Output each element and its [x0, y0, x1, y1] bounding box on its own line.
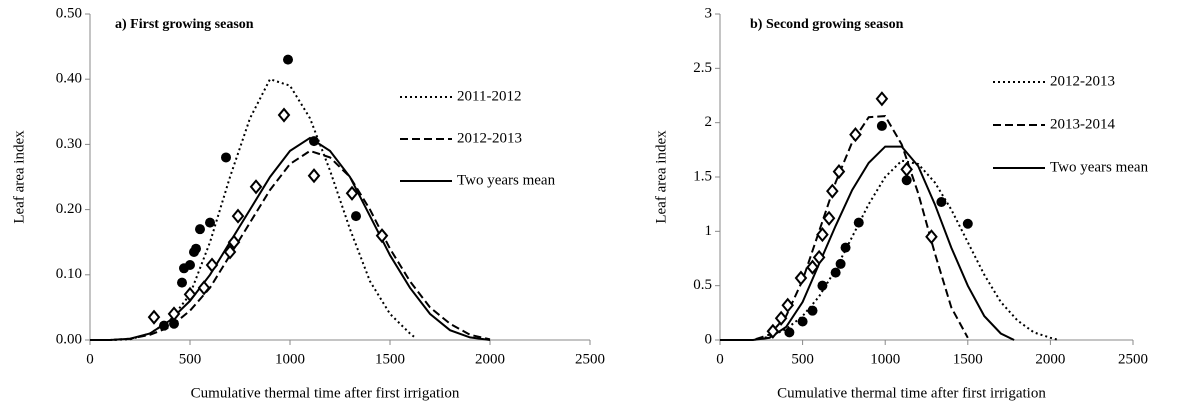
point: [901, 175, 912, 186]
x-tick-label: 0: [86, 351, 94, 367]
series-line: [720, 159, 1059, 341]
x-tick-label: 2500: [1118, 351, 1148, 367]
point: [925, 229, 938, 245]
point: [169, 318, 179, 329]
point: [307, 168, 321, 184]
legend-label: 2013-2014: [1050, 116, 1115, 132]
x-axis-label: Cumulative thermal time after first irri…: [777, 385, 1046, 401]
point: [817, 280, 828, 291]
point: [195, 224, 205, 235]
point: [826, 183, 839, 199]
series-line: [90, 77, 415, 341]
point: [840, 242, 851, 253]
point: [183, 286, 197, 302]
y-tick-label: 1.5: [693, 168, 712, 184]
point: [205, 217, 215, 228]
x-tick-label: 500: [791, 351, 814, 367]
x-tick-label: 1000: [870, 351, 900, 367]
point: [876, 120, 887, 131]
point: [812, 249, 826, 265]
y-axis-label: Leaf area index: [653, 130, 669, 224]
point: [375, 228, 389, 244]
point: [806, 259, 819, 275]
point: [231, 208, 245, 224]
legend-label: Two years mean: [1050, 159, 1149, 175]
point: [816, 227, 829, 243]
y-tick-label: 0: [705, 331, 713, 347]
series-line: [720, 115, 969, 341]
point: [147, 309, 161, 325]
point: [766, 323, 780, 339]
series-line: [720, 145, 1015, 341]
point: [167, 306, 181, 322]
x-tick-label: 2500: [575, 351, 605, 367]
series-line: [90, 149, 491, 341]
y-tick-label: 0.5: [693, 277, 712, 293]
chart-title: a) First growing season: [115, 17, 254, 32]
point: [227, 234, 241, 250]
point: [875, 91, 889, 107]
point: [249, 179, 263, 195]
point: [223, 244, 237, 260]
point: [197, 280, 211, 296]
point: [205, 257, 219, 273]
point: [849, 127, 862, 143]
x-tick-label: 1000: [275, 351, 305, 367]
point: [794, 270, 808, 286]
legend-label: 2012-2013: [1050, 73, 1115, 89]
x-tick-label: 500: [179, 351, 202, 367]
point: [177, 277, 187, 288]
y-axis-label: Leaf area index: [11, 130, 27, 224]
point: [807, 305, 818, 316]
y-tick-label: 0.20: [56, 201, 82, 217]
y-tick-label: 3: [705, 5, 713, 21]
x-tick-label: 2000: [1035, 351, 1065, 367]
point: [277, 107, 291, 123]
point: [797, 316, 808, 327]
y-tick-label: 2: [705, 114, 713, 130]
point: [159, 320, 169, 331]
point: [774, 310, 788, 326]
point: [936, 196, 947, 207]
legend-label: Two years mean: [457, 172, 556, 188]
point: [345, 185, 359, 201]
point: [822, 210, 836, 226]
y-tick-label: 0.30: [56, 136, 82, 152]
point: [309, 136, 319, 147]
chart-title: b) Second growing season: [750, 17, 904, 32]
point: [185, 260, 195, 271]
point: [832, 164, 846, 180]
x-tick-label: 0: [716, 351, 724, 367]
point: [962, 218, 973, 229]
point: [351, 211, 361, 222]
point: [853, 217, 864, 228]
point: [283, 54, 293, 65]
x-axis-label: Cumulative thermal time after first irri…: [191, 385, 460, 401]
y-tick-label: 0.50: [56, 5, 82, 21]
y-tick-label: 1: [705, 223, 713, 239]
point: [830, 267, 841, 278]
point: [221, 152, 231, 163]
x-tick-label: 2000: [475, 351, 505, 367]
point: [784, 327, 795, 338]
y-tick-label: 2.5: [693, 60, 712, 76]
point: [191, 243, 201, 254]
point: [781, 297, 795, 313]
point: [835, 258, 846, 269]
x-tick-label: 1500: [953, 351, 983, 367]
series-line: [90, 136, 491, 341]
y-tick-label: 0.10: [56, 266, 82, 282]
x-tick-label: 1500: [375, 351, 405, 367]
point: [900, 161, 913, 177]
legend-label: 2012-2013: [457, 130, 522, 146]
y-tick-label: 0.00: [56, 331, 82, 347]
y-tick-label: 0.40: [56, 71, 82, 87]
legend-label: 2011-2012: [457, 88, 521, 104]
